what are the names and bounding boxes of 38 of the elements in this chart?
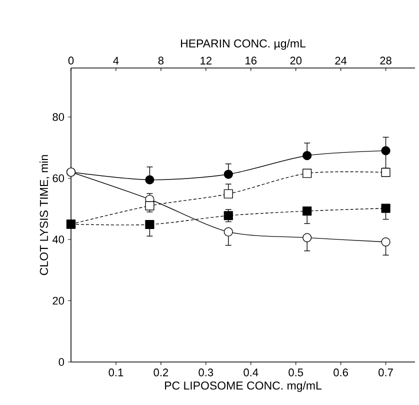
- y-tick-label: 0: [58, 358, 64, 366]
- point: [224, 227, 233, 236]
- point: [145, 220, 154, 230]
- point: [302, 168, 312, 178]
- point: [145, 175, 154, 184]
- y-tick-label: 20: [52, 296, 64, 305]
- point: [302, 151, 312, 160]
- y-tick-label: 40: [52, 236, 64, 244]
- point: [224, 211, 233, 220]
- point: [381, 204, 390, 213]
- point: [381, 237, 390, 246]
- x2-tick-label: 12: [200, 56, 212, 64]
- x-tick-label: 0.4: [244, 368, 258, 376]
- y-axis-title: CLOT LYSIS TIME, min: [40, 155, 50, 276]
- x-tick-label: 0.3: [198, 368, 214, 376]
- point: [145, 201, 154, 210]
- x2-tick-label: 20: [290, 56, 302, 64]
- x2-tick-label: 8: [158, 56, 164, 64]
- x2-tick-label: 0: [68, 56, 74, 64]
- x2-axis-title: HEPARIN CONC. µg/mL: [180, 39, 306, 50]
- x2-tick-label: 16: [246, 56, 257, 64]
- point: [381, 168, 390, 177]
- point: [224, 189, 233, 198]
- point: [302, 233, 312, 242]
- point: [381, 146, 390, 156]
- y-tick-label: 80: [52, 113, 64, 121]
- y-tick-label: 60: [52, 174, 64, 182]
- x-tick-label: 0.6: [334, 368, 348, 376]
- point: [224, 170, 233, 179]
- x-tick-label: 0.2: [154, 368, 168, 376]
- x-tick-label: 0.1: [108, 368, 124, 376]
- x2-tick-label: 4: [113, 56, 119, 64]
- x2-tick-label: 24: [335, 56, 347, 64]
- x2-tick-label: 28: [380, 56, 392, 64]
- x-axis-title: PC LIPOSOME CONC. mg/mL: [165, 381, 322, 392]
- point: [302, 206, 312, 216]
- x-tick-label: 0.7: [378, 368, 393, 376]
- x-tick-label: 0.5: [288, 368, 304, 376]
